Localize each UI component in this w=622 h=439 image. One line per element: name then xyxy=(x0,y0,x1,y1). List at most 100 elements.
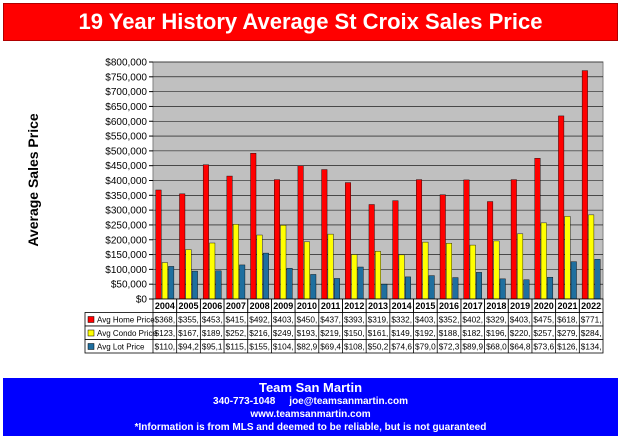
data-table-cell: $402, xyxy=(462,316,483,325)
home-price-bar xyxy=(510,179,517,300)
lot-price-bar xyxy=(191,270,198,300)
condo-price-bar xyxy=(517,233,524,300)
data-table-cell: $79,0 xyxy=(415,343,436,352)
data-table-cell: $279, xyxy=(557,329,578,338)
data-table-cell: $329, xyxy=(486,316,507,325)
data-table-cell: $453, xyxy=(202,316,223,325)
lot-price-bar xyxy=(570,261,577,300)
lot-price-bar xyxy=(168,266,175,300)
data-table-cell: $618, xyxy=(557,316,578,325)
home-price-bar xyxy=(581,70,588,300)
footer-team-name: Team San Martin xyxy=(258,380,363,395)
table-row xyxy=(84,339,604,354)
data-table-cell: $219, xyxy=(320,329,341,338)
y-tick-label: $300,000 xyxy=(105,206,147,217)
data-table-cell: $450, xyxy=(297,316,318,325)
home-price-bar xyxy=(274,179,280,300)
x-category-label: 2022 xyxy=(581,301,601,311)
home-price-bar xyxy=(439,194,446,300)
condo-price-bar xyxy=(185,249,192,300)
legend-home-price: Avg Home Price xyxy=(97,316,155,325)
data-table-cell: $319, xyxy=(368,316,389,325)
condo-price-bar xyxy=(469,244,476,300)
y-tick-label: $800,000 xyxy=(105,58,147,69)
x-category-label: 2004 xyxy=(155,301,175,311)
data-table-cell: $64,8 xyxy=(510,343,531,352)
lot-price-bar xyxy=(405,276,411,300)
footer-website[interactable]: www.teamsanmartin.com xyxy=(250,409,371,420)
data-table-cell: $257, xyxy=(533,329,554,338)
y-tick-label: $650,000 xyxy=(105,102,147,113)
lot-price-bar xyxy=(499,278,506,300)
condo-price-bar xyxy=(280,225,287,300)
lot-price-bar xyxy=(523,279,530,300)
data-table-cell: $126, xyxy=(557,343,578,352)
legend-lot-price: Avg Lot Price xyxy=(97,343,145,352)
data-table-cell: $249, xyxy=(273,329,294,338)
y-tick-label: $400,000 xyxy=(105,176,147,187)
home-price-bar xyxy=(345,182,351,300)
x-category-label: 2005 xyxy=(179,301,199,311)
lot-price-bar xyxy=(476,272,482,300)
data-table-cell: $332, xyxy=(391,316,412,325)
legend-condo-price: Avg Condo Price xyxy=(97,329,157,338)
x-category-label: 2017 xyxy=(463,301,483,311)
data-table-cell: $161, xyxy=(368,329,389,338)
y-tick-label: $100,000 xyxy=(105,265,147,276)
condo-price-bar xyxy=(446,243,453,300)
home-price-bar xyxy=(250,153,257,300)
y-tick-label: $700,000 xyxy=(105,87,147,98)
data-table-cell: $69,4 xyxy=(320,343,341,352)
data-table-cell: $355, xyxy=(178,316,199,325)
data-table-cell: $72,3 xyxy=(439,343,460,352)
data-table-cell: $73,6 xyxy=(533,343,554,352)
data-table-cell: $104, xyxy=(273,343,294,352)
y-tick-label: $150,000 xyxy=(105,250,147,261)
legend-condo-price-swatch xyxy=(87,329,95,337)
data-table-cell: $252, xyxy=(226,329,247,338)
home-price-bar xyxy=(321,169,328,300)
condo-price-bar xyxy=(161,262,168,300)
home-price-bar xyxy=(202,164,209,300)
chart-area: $0 $50,000 $100,000 $150,000 $200,000 $250,00… xyxy=(25,58,604,354)
x-category-label: 2013 xyxy=(368,301,388,311)
home-price-bar xyxy=(558,115,565,300)
data-table-cell: $74,6 xyxy=(391,343,412,352)
condo-price-bar xyxy=(493,240,500,300)
data-table-cell: $150, xyxy=(344,329,365,338)
data-table-cell: $196, xyxy=(486,329,507,338)
home-price-bar xyxy=(368,204,375,300)
data-table-cell: $110, xyxy=(155,343,176,352)
condo-price-bar xyxy=(564,216,571,300)
x-category-label: 2012 xyxy=(344,301,364,311)
condo-price-bar xyxy=(256,234,263,300)
chart-title-banner: 19 Year History Average St Croix Sales P… xyxy=(3,3,618,41)
footer-banner: Team San Martin 340-773-1048 joe@teamsanm… xyxy=(3,378,618,436)
data-table-cell: $193, xyxy=(297,329,318,338)
condo-price-bar xyxy=(327,233,334,300)
lot-price-bar xyxy=(357,266,364,300)
x-category-label: 2007 xyxy=(226,301,246,311)
condo-price-bar xyxy=(398,254,405,300)
y-tick-label: $250,000 xyxy=(105,220,147,231)
y-tick-label: $600,000 xyxy=(105,117,147,128)
data-table-cell: $216, xyxy=(249,329,270,338)
x-category-label: 2008 xyxy=(250,301,270,311)
data-table-cell: $155, xyxy=(249,343,270,352)
condo-price-bar xyxy=(588,214,595,300)
condo-price-bar xyxy=(351,254,358,300)
data-table-cell: $182, xyxy=(462,329,483,338)
data-table-cell: $123, xyxy=(155,329,176,338)
lot-price-bar xyxy=(333,278,340,300)
y-tick-label: $50,000 xyxy=(111,280,148,291)
chart-title: 19 Year History Average St Croix Sales P… xyxy=(78,9,543,34)
lot-price-bar xyxy=(310,274,317,300)
footer-disclaimer: *Information is from MLS and deemed to b… xyxy=(134,422,487,433)
footer-email[interactable]: joe@teamsanmartin.com xyxy=(289,396,408,407)
home-price-bar xyxy=(463,179,470,300)
x-category-label: 2016 xyxy=(439,301,459,311)
data-table-cell: $403, xyxy=(415,316,436,325)
data-table-cell: $149, xyxy=(391,329,412,338)
y-tick-label: $550,000 xyxy=(105,132,147,143)
data-table-cell: $94,2 xyxy=(178,343,199,352)
